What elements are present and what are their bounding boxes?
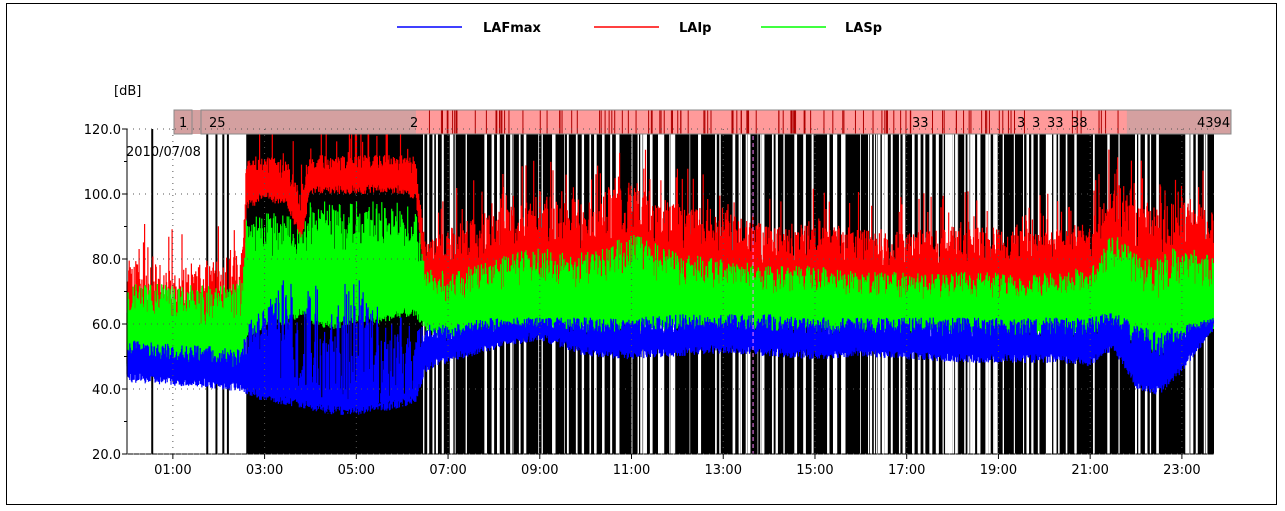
x-tick-label: 11:00	[613, 463, 650, 478]
x-tick-label: 21:00	[1071, 463, 1108, 478]
marker-label: 2	[410, 116, 418, 131]
chart-frame: LAFmax LAIp LASp [dB] 1 25 2 33 3 3 33 38 4394 1…	[6, 3, 1277, 505]
y-tick-label: 60.0	[92, 318, 121, 333]
marker-label: 25	[209, 116, 226, 131]
y-tick-label: 40.0	[92, 383, 121, 398]
x-tick-label: 23:00	[1163, 463, 1200, 478]
event-marker-bar: 1 25 2 33 3 3 33 38 4394	[173, 109, 1232, 135]
marker-box	[173, 109, 193, 135]
axes: 120.0 100.0 80.0 60.0 40.0 20.0 01:00 03:00 05:0…	[84, 123, 1214, 478]
plot-area	[126, 129, 1214, 454]
y-tick-label: 120.0	[84, 123, 121, 138]
x-tick-label: 03:00	[246, 463, 283, 478]
x-tick-label: 15:00	[796, 463, 833, 478]
y-axis-label: [dB]	[114, 84, 141, 99]
x-tick-label: 05:00	[338, 463, 375, 478]
legend: LAFmax LAIp LASp	[397, 21, 882, 36]
x-tick-label: 09:00	[521, 463, 558, 478]
legend-label-laip: LAIp	[679, 21, 712, 36]
x-tick-label: 19:00	[980, 463, 1017, 478]
marker-label: 1	[179, 116, 187, 131]
noise-level-chart: LAFmax LAIp LASp [dB] 1 25 2 33 3 3 33 38 4394 1…	[84, 21, 1232, 478]
marker-label: 3	[1017, 116, 1025, 131]
legend-label-lasp: LASp	[845, 21, 882, 36]
marker-label: 38	[1071, 116, 1088, 131]
date-label: 2010/07/08	[126, 145, 201, 160]
x-tick-label: 17:00	[888, 463, 925, 478]
y-tick-label: 100.0	[84, 188, 121, 203]
marker-label: 33	[1047, 116, 1064, 131]
marker-label: 4394	[1197, 116, 1230, 131]
legend-label-lafmax: LAFmax	[483, 21, 542, 36]
y-tick-label: 20.0	[92, 448, 121, 463]
marker-label: 3	[1032, 116, 1040, 131]
x-tick-label: 13:00	[705, 463, 742, 478]
x-tick-label: 07:00	[429, 463, 466, 478]
y-tick-label: 80.0	[92, 253, 121, 268]
x-tick-label: 01:00	[154, 463, 191, 478]
marker-box	[200, 109, 1232, 135]
marker-label: 33	[912, 116, 929, 131]
